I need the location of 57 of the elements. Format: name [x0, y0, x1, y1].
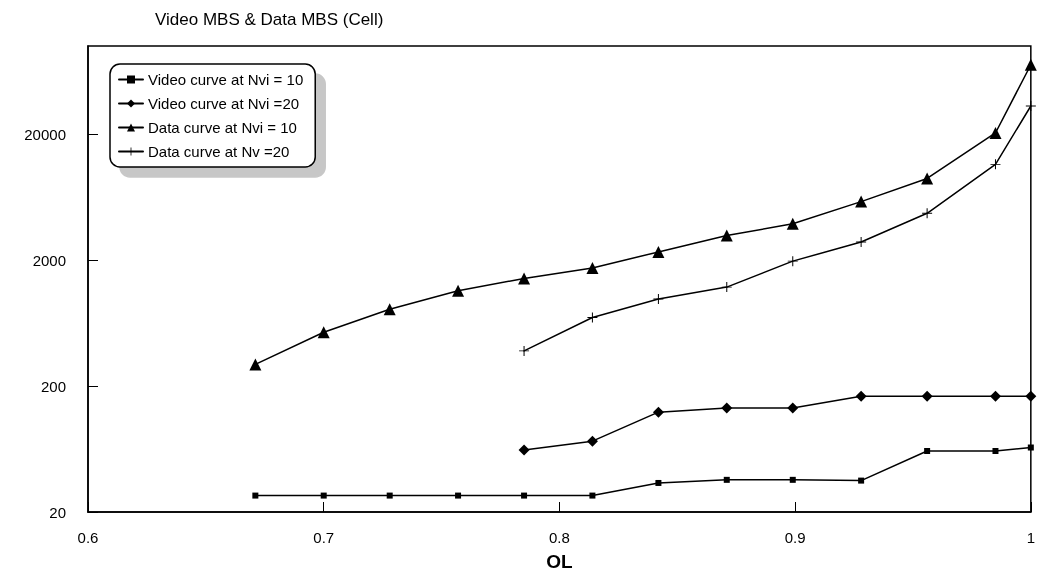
y-tick-label: 200 — [40, 377, 66, 395]
point — [518, 444, 530, 456]
x-tick-label: 0.9 — [784, 529, 806, 546]
point — [655, 479, 662, 486]
x-axis-title: OL — [546, 551, 573, 572]
point — [989, 126, 1002, 139]
point — [519, 345, 530, 356]
chart-title: Video MBS & Data MBS (Cell) — [155, 10, 384, 29]
point — [249, 358, 262, 371]
point — [989, 390, 1001, 402]
x-tick-label: 0.8 — [548, 529, 570, 546]
point — [1027, 444, 1034, 451]
point — [589, 492, 596, 499]
x-tick-label: 1 — [1026, 529, 1035, 546]
y-tick-label: 20000 — [24, 125, 66, 143]
point — [787, 256, 798, 267]
point — [921, 172, 934, 185]
legend-label: Data curve at Nv =20 — [148, 143, 290, 160]
point — [518, 272, 531, 285]
legend-label: Video curve at Nvi =20 — [148, 95, 300, 112]
point — [721, 282, 732, 293]
point — [1025, 390, 1037, 402]
point — [386, 492, 393, 499]
point — [383, 303, 396, 316]
point — [252, 492, 259, 499]
point — [320, 492, 327, 499]
point — [924, 447, 931, 454]
y-tick-label: 20 — [49, 503, 66, 521]
legend-label: Video curve at Nvi = 10 — [148, 71, 304, 88]
point — [921, 390, 933, 402]
point — [652, 245, 665, 258]
point — [586, 435, 598, 447]
point — [586, 261, 599, 274]
point — [990, 159, 1001, 170]
point — [1024, 58, 1037, 71]
point — [787, 402, 799, 414]
legend-label: Data curve at Nvi = 10 — [148, 119, 297, 136]
point — [992, 447, 999, 454]
point — [922, 208, 933, 219]
point — [721, 402, 733, 414]
point — [652, 406, 664, 418]
point — [317, 326, 330, 339]
point — [723, 476, 730, 483]
point — [455, 492, 462, 499]
y-tick-label: 2000 — [32, 251, 66, 269]
x-tick-label: 0.7 — [313, 529, 335, 546]
point — [720, 229, 733, 242]
point — [855, 195, 868, 208]
point — [452, 284, 465, 297]
point — [521, 492, 528, 499]
point — [786, 217, 799, 230]
point — [587, 312, 598, 323]
point — [653, 294, 664, 305]
point — [789, 476, 796, 483]
x-tick-label: 0.6 — [77, 529, 99, 546]
point — [855, 390, 867, 402]
point — [858, 477, 865, 484]
